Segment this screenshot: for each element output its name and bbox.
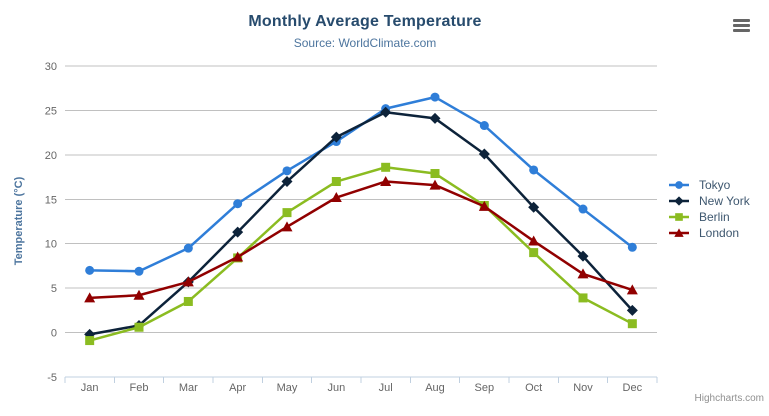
hamburger-icon xyxy=(733,29,750,32)
series-marker-new-york-aug[interactable] xyxy=(429,112,441,124)
y-axis-title: Temperature (°C) xyxy=(13,176,25,265)
export-menu-button[interactable] xyxy=(733,19,750,32)
series-marker-london-jul[interactable] xyxy=(380,176,392,187)
legend-label-tokyo: Tokyo xyxy=(699,178,731,192)
series-marker-tokyo-mar[interactable] xyxy=(183,243,193,253)
x-axis-tick-label: May xyxy=(277,382,298,394)
series-marker-tokyo-dec[interactable] xyxy=(627,242,637,252)
y-axis-tick-label: 30 xyxy=(45,61,57,73)
hamburger-icon xyxy=(733,24,750,27)
series-marker-tokyo-feb[interactable] xyxy=(134,266,144,276)
legend-label-london: London xyxy=(699,226,740,240)
series-marker-london-oct[interactable] xyxy=(528,235,540,246)
series-marker-tokyo-may[interactable] xyxy=(282,166,292,176)
x-axis-tick-label: Aug xyxy=(425,382,445,394)
series-line-new-york xyxy=(88,110,634,336)
x-axis-tick-label: Nov xyxy=(573,382,593,394)
series-marker-london-sep[interactable] xyxy=(478,200,490,211)
legend-item-tokyo[interactable]: Tokyo xyxy=(668,177,750,193)
x-axis-tick-label: Jan xyxy=(81,382,99,394)
y-axis-tick-label: 10 xyxy=(45,239,57,251)
series-marker-tokyo-apr[interactable] xyxy=(233,199,243,209)
series-marker-london-mar[interactable] xyxy=(182,276,194,287)
series-marker-london-feb[interactable] xyxy=(133,289,145,300)
series-marker-london-nov[interactable] xyxy=(577,268,589,279)
series-marker-berlin-may[interactable] xyxy=(282,208,292,218)
series-marker-london-jun[interactable] xyxy=(330,192,342,203)
series-marker-berlin-feb[interactable] xyxy=(134,322,144,332)
series-marker-tokyo-sep[interactable] xyxy=(479,121,489,131)
legend-symbol-new-york xyxy=(669,196,689,206)
series-line-tokyo xyxy=(88,95,634,273)
series-marker-london-aug[interactable] xyxy=(429,179,441,190)
chart-title: Monthly Average Temperature xyxy=(248,13,482,30)
x-axis-tick-label: Dec xyxy=(623,382,643,394)
series-marker-new-york-sep[interactable] xyxy=(478,148,490,160)
series-marker-london-apr[interactable] xyxy=(232,251,244,262)
series-marker-tokyo-aug[interactable] xyxy=(430,92,440,102)
legend-symbol-berlin xyxy=(669,213,689,221)
series-marker-new-york-may[interactable] xyxy=(281,176,293,188)
series-marker-new-york-jun[interactable] xyxy=(330,131,342,143)
y-axis-tick-label: 5 xyxy=(51,283,57,295)
series-marker-london-dec[interactable] xyxy=(626,284,638,295)
series-marker-berlin-jan[interactable] xyxy=(85,336,95,346)
legend-item-london[interactable]: London xyxy=(668,225,750,241)
legend-label-new-york: New York xyxy=(699,194,750,208)
x-axis-tick-label: Jul xyxy=(379,382,393,394)
y-axis-tick-label: -5 xyxy=(47,372,57,384)
x-axis-tick-label: Feb xyxy=(130,382,149,394)
legend-marker-new-york xyxy=(674,196,684,206)
x-axis-tick-label: Apr xyxy=(229,382,246,394)
legend-marker-tokyo xyxy=(675,181,683,189)
series-marker-new-york-dec[interactable] xyxy=(626,304,638,316)
y-axis-tick-label: 0 xyxy=(51,328,57,340)
legend-marker-london xyxy=(674,228,684,237)
series-marker-tokyo-oct[interactable] xyxy=(529,165,539,175)
series-marker-berlin-nov[interactable] xyxy=(578,293,588,303)
x-axis-tick-label: Jun xyxy=(327,382,345,394)
series-marker-new-york-jul[interactable] xyxy=(380,106,392,118)
series-marker-tokyo-nov[interactable] xyxy=(578,204,588,214)
series-marker-berlin-oct[interactable] xyxy=(529,248,539,258)
legend-marker-berlin xyxy=(675,213,683,221)
series-marker-berlin-jul[interactable] xyxy=(381,162,391,172)
legend-label-berlin: Berlin xyxy=(699,210,730,224)
legend-symbol-london xyxy=(669,228,689,237)
x-axis-tick-label: Mar xyxy=(179,382,198,394)
series-marker-new-york-apr[interactable] xyxy=(232,226,244,238)
hamburger-icon xyxy=(733,19,750,22)
series-marker-new-york-oct[interactable] xyxy=(528,201,540,213)
series-marker-new-york-nov[interactable] xyxy=(577,250,589,262)
x-axis-tick-label: Oct xyxy=(525,382,542,394)
series-marker-tokyo-jan[interactable] xyxy=(85,265,95,275)
chart-subtitle: Source: WorldClimate.com xyxy=(293,36,437,50)
series-marker-berlin-aug[interactable] xyxy=(430,169,440,179)
legend-symbol-tokyo xyxy=(669,181,689,189)
x-axis-tick-label: Sep xyxy=(475,382,495,394)
series-marker-berlin-mar[interactable] xyxy=(183,296,193,306)
legend-item-berlin[interactable]: Berlin xyxy=(668,209,750,225)
y-axis-tick-label: 25 xyxy=(45,105,57,117)
y-axis-tick-label: 15 xyxy=(45,194,57,206)
series-marker-berlin-jun[interactable] xyxy=(331,177,341,187)
legend: Tokyo New York Berlin London xyxy=(668,177,750,241)
y-axis-tick-label: 20 xyxy=(45,150,57,162)
series-line-london xyxy=(88,180,634,300)
series-marker-london-may[interactable] xyxy=(281,221,293,232)
series-line-berlin xyxy=(88,166,634,342)
legend-item-new-york[interactable]: New York xyxy=(668,193,750,209)
credits-link[interactable]: Highcharts.com xyxy=(694,393,764,404)
series-marker-berlin-dec[interactable] xyxy=(627,319,637,329)
series-marker-london-jan[interactable] xyxy=(84,292,96,303)
